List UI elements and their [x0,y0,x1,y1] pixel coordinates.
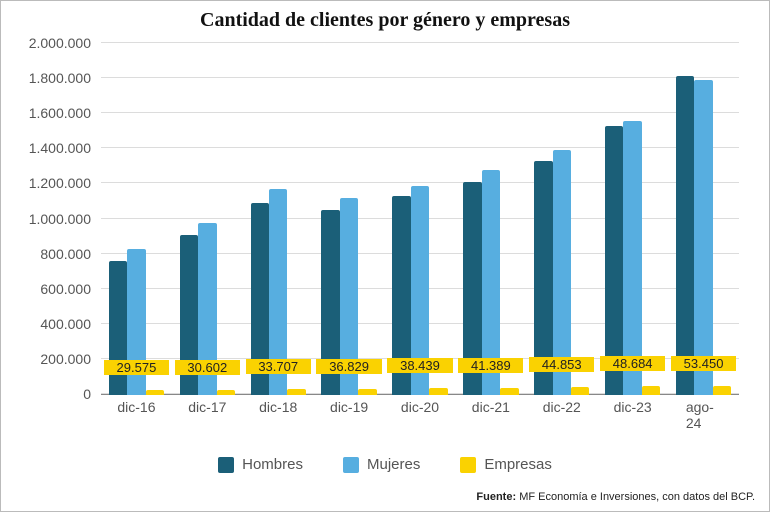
bar-value-label: 36.829 [316,359,381,374]
bar-group: 44.853 [526,43,597,395]
bar-group: 53.450 [668,43,739,395]
x-tick-label: ago-24 [686,399,721,431]
x-tick-label: dic-20 [401,399,439,415]
bar-value-label: 33.707 [246,359,311,374]
bar-empresas [642,386,660,395]
bar-value-label: 48.684 [600,356,665,371]
legend-item: Empresas [460,456,552,473]
bar-empresas [571,387,589,395]
bar-group: 33.707 [243,43,314,395]
x-tick-label: dic-21 [472,399,510,415]
legend-swatch [460,457,476,473]
y-tick-label: 1.000.000 [16,211,91,227]
bar-value-label: 44.853 [529,357,594,372]
y-tick-label: 1.800.000 [16,70,91,86]
x-tick-label: dic-22 [543,399,581,415]
x-tick-label: dic-23 [614,399,652,415]
bar-mujeres [623,121,641,395]
bar-empresas [713,386,731,395]
bar-value-label: 53.450 [671,356,736,371]
chart-title: Cantidad de clientes por género y empres… [1,1,769,36]
bar-group: 36.829 [314,43,385,395]
bar-group: 48.684 [597,43,668,395]
bars-row: 29.575 30.602 33.707 36.829 38.439 41.389 44.8… [101,43,739,395]
plot-wrapper: 0200.000400.000600.000800.0001.000.0001.… [21,43,749,419]
bar-mujeres [694,80,712,395]
bar-value-label: 30.602 [175,360,240,375]
y-tick-label: 600.000 [16,281,91,297]
bar-empresas [429,388,447,395]
bar-hombres [605,126,623,395]
y-tick-label: 800.000 [16,246,91,262]
bar-hombres [676,76,694,395]
bar-group: 30.602 [172,43,243,395]
source-label: Fuente: [476,491,516,503]
y-tick-label: 400.000 [16,316,91,332]
y-tick-label: 1.600.000 [16,105,91,121]
legend-item: Mujeres [343,456,420,473]
y-tick-label: 0 [16,386,91,402]
source-line: Fuente: MF Economía e Inversiones, con d… [476,491,755,503]
legend-label: Mujeres [367,456,420,473]
x-tick-label: dic-17 [188,399,226,415]
chart-container: Cantidad de clientes por género y empres… [0,0,770,512]
x-tick-label: dic-18 [259,399,297,415]
bar-hombres [109,261,127,395]
y-tick-label: 2.000.000 [16,35,91,51]
y-tick-label: 200.000 [16,351,91,367]
legend-swatch [218,457,234,473]
bar-value-label: 29.575 [104,360,169,375]
bar-group: 38.439 [385,43,456,395]
legend-label: Hombres [242,456,303,473]
legend: Hombres Mujeres Empresas [1,456,769,473]
y-tick-label: 1.400.000 [16,140,91,156]
bar-value-label: 41.389 [458,358,523,373]
bar-value-label: 38.439 [387,358,452,373]
bar-group: 41.389 [455,43,526,395]
x-tick-label: dic-16 [117,399,155,415]
y-tick-label: 1.200.000 [16,175,91,191]
x-tick-label: dic-19 [330,399,368,415]
x-axis: dic-16 dic-17 dic-18 dic-19 dic-20 dic-21 dic-… [101,395,739,419]
legend-label: Empresas [484,456,552,473]
bar-empresas [500,388,518,395]
bar-group: 29.575 [101,43,172,395]
legend-item: Hombres [218,456,303,473]
source-text: MF Economía e Inversiones, con datos del… [519,491,755,503]
legend-swatch [343,457,359,473]
